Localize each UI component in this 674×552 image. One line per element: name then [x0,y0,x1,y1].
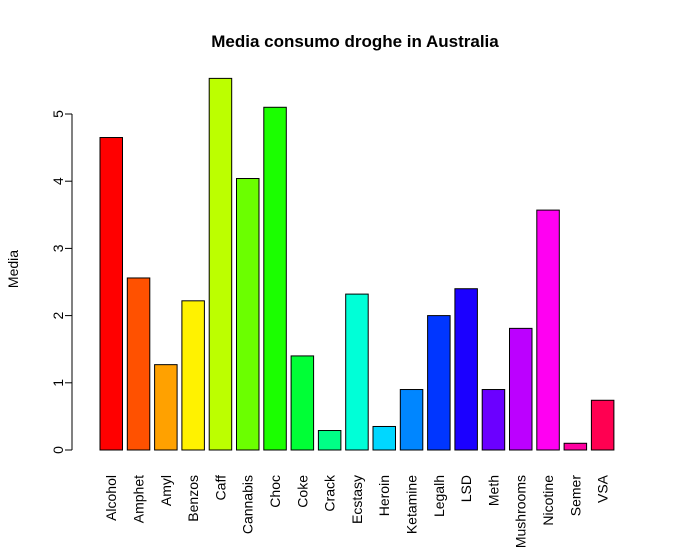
bar-nicotine [536,209,560,451]
x-tick-label: Cannabis [240,475,256,534]
y-tick-label: 3 [50,244,66,252]
bar-amyl [154,364,178,451]
bar-legalh [427,315,451,451]
bar-heroin [372,425,396,451]
x-tick-label: LSD [458,475,474,502]
x-tick-label: Ecstasy [349,475,365,524]
x-tick-label: Benzos [185,475,201,522]
x-tick-labels: Alcohol Amphet Amyl Benzos Caff Cannabis Choc C… [103,474,610,548]
y-tick-label: 2 [50,311,66,319]
y-axis: 0 1 2 3 4 5 [50,110,73,454]
x-tick-label: Amphet [130,475,146,523]
x-tick-label: Ketamine [403,475,419,534]
x-tick-label: Meth [485,475,501,506]
x-tick-label: Heroin [376,475,392,516]
bar-caff [208,77,233,451]
y-tick-label: 0 [50,446,66,454]
x-tick-label: Crack [322,474,338,512]
bar-ketamine [399,389,424,451]
bar-coke [290,355,315,451]
bar-mushrooms [509,327,533,451]
x-tick-label: Legalh [431,475,447,517]
bar-choc [263,106,287,451]
bar-benzos [181,300,205,451]
y-tick-label: 5 [50,110,66,118]
bar-cannabis [236,178,260,451]
x-tick-label: Mushrooms [513,475,529,548]
x-tick-label: Semer [567,475,583,517]
bar-vsa [590,399,615,451]
x-tick-label: Choc [267,475,283,508]
bar-lsd [454,288,478,451]
bar-meth [481,389,506,451]
bars-group [99,77,615,451]
y-tick-label: 1 [50,379,66,387]
bar-crack [317,430,342,451]
x-tick-label: Amyl [158,475,174,506]
x-tick-label: Caff [212,475,228,501]
y-tick-label: 4 [50,177,66,185]
x-tick-label: VSA [595,474,611,503]
bar-semer [563,442,588,451]
x-tick-label: Nicotine [540,475,556,526]
x-tick-label: Coke [294,475,310,508]
chart-title: Media consumo droghe in Australia [211,32,499,51]
bar-ecstasy [345,293,369,451]
x-tick-label: Alcohol [103,475,119,521]
bar-alcohol [99,137,123,451]
bar-amphet [126,277,151,451]
y-axis-label: Media [5,250,21,288]
